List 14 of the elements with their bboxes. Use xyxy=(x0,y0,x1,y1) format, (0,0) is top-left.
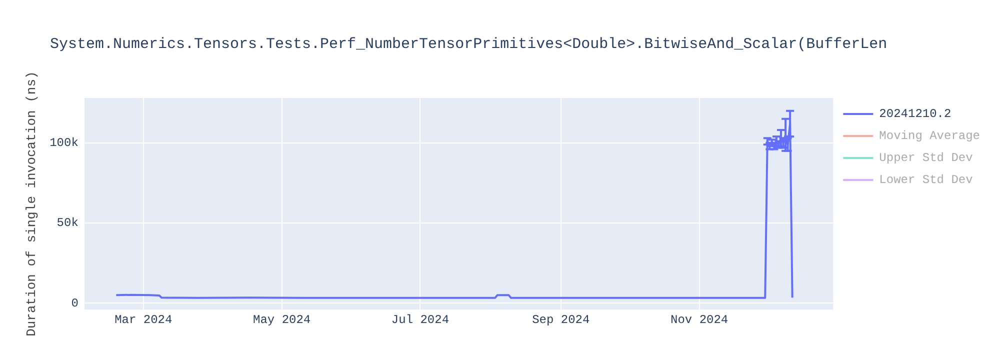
legend-label: 20241210.2 xyxy=(879,107,952,122)
y-tick-label: 50k xyxy=(56,216,78,230)
x-tick-label: May 2024 xyxy=(253,312,311,327)
legend-label: Moving Average xyxy=(879,129,980,144)
x-tick-label: Jul 2024 xyxy=(391,312,450,327)
x-tick-label: Nov 2024 xyxy=(670,312,728,327)
legend-label: Upper Std Dev xyxy=(879,151,973,166)
y-tick-label: 0 xyxy=(71,296,78,310)
y-axis-title: Duration of single invocation (ns) xyxy=(24,71,40,336)
legend-label: Lower Std Dev xyxy=(879,173,973,188)
x-tick-label: Mar 2024 xyxy=(114,312,172,327)
y-tick-label: 100k xyxy=(50,136,78,150)
x-tick-label: Sep 2024 xyxy=(532,312,590,327)
chart-title: System.Numerics.Tensors.Tests.Perf_NumberTensorPrimitives<Double>.BitwiseAnd_Scalar(BufferLen xyxy=(49,35,888,55)
